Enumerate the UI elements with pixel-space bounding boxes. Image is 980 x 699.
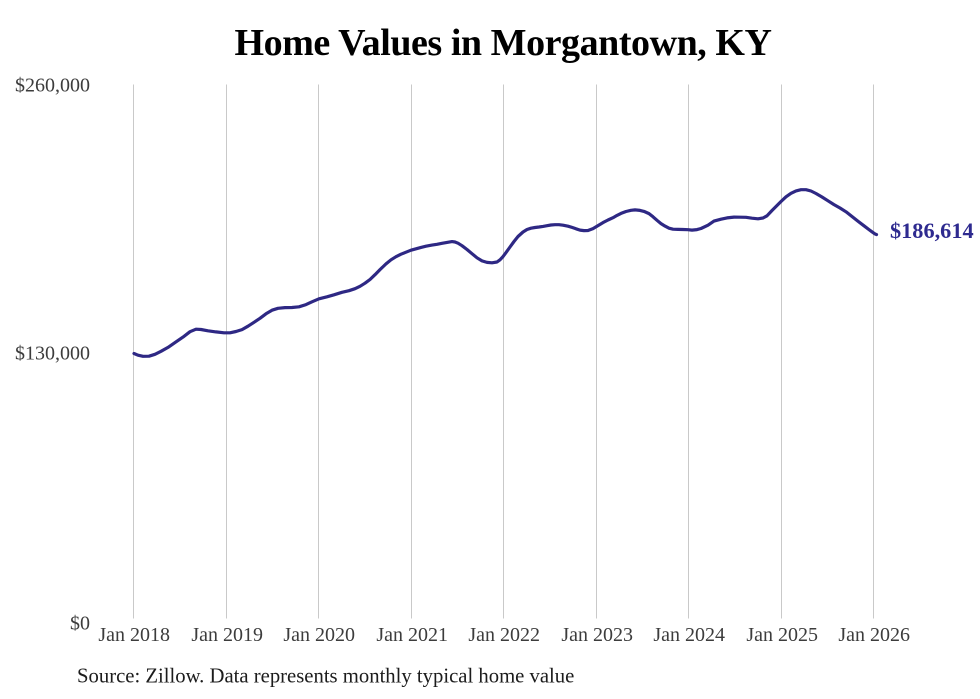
svg-text:Jan 2021: Jan 2021 — [376, 624, 448, 646]
svg-text:Jan 2018: Jan 2018 — [98, 624, 170, 646]
svg-text:Jan 2024: Jan 2024 — [653, 624, 725, 646]
svg-text:Jan 2025: Jan 2025 — [746, 624, 818, 646]
svg-text:Jan 2020: Jan 2020 — [283, 624, 355, 646]
svg-text:$260,000: $260,000 — [15, 74, 90, 96]
svg-text:$0: $0 — [70, 612, 90, 634]
svg-text:Home Values in Morgantown, KY: Home Values in Morgantown, KY — [235, 22, 772, 64]
svg-text:Jan 2026: Jan 2026 — [838, 624, 910, 646]
svg-text:Jan 2023: Jan 2023 — [561, 624, 633, 646]
svg-text:Jan 2019: Jan 2019 — [191, 624, 263, 646]
svg-text:Jan 2022: Jan 2022 — [468, 624, 540, 646]
svg-text:Source: Zillow. Data represent: Source: Zillow. Data represents monthly … — [77, 666, 574, 688]
svg-text:$186,614: $186,614 — [890, 218, 974, 243]
svg-text:$130,000: $130,000 — [15, 342, 90, 364]
